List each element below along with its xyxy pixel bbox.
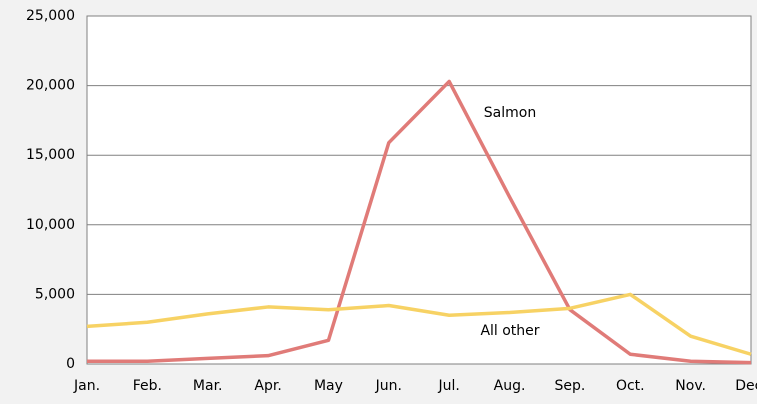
series-label: Salmon: [484, 105, 536, 121]
y-tick-label: 10,000: [26, 217, 75, 233]
plot-area: [86, 15, 752, 365]
x-tick-label: Oct.: [616, 378, 645, 394]
y-tick-label: 5,000: [35, 286, 75, 302]
x-tick-label: Jan.: [73, 378, 100, 394]
x-tick-label: Jul.: [438, 378, 460, 394]
x-tick-label: Sep.: [554, 378, 585, 394]
x-tick-label: Feb.: [133, 378, 162, 394]
x-tick-label: Dec.: [735, 378, 757, 394]
x-tick-label: Nov.: [675, 378, 706, 394]
x-tick-label: Jun.: [375, 378, 402, 394]
y-tick-label: 20,000: [26, 78, 75, 94]
series-label: All other: [480, 323, 539, 339]
y-tick-label: 25,000: [26, 8, 75, 24]
x-tick-label: Apr.: [254, 378, 281, 394]
x-tick-label: Aug.: [494, 378, 526, 394]
series-line: [87, 79, 752, 365]
y-tick-label: 15,000: [26, 147, 75, 163]
x-tick-label: Mar.: [193, 378, 223, 394]
y-tick-label: 0: [66, 356, 75, 372]
x-tick-label: May: [314, 378, 343, 394]
series-line: [86, 292, 752, 356]
